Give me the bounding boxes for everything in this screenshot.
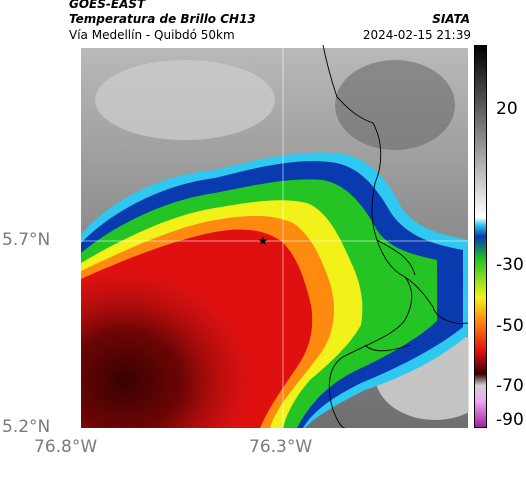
lat-tick-5-2: 5.2°N xyxy=(2,417,51,437)
lat-tick-5-7: 5.7°N xyxy=(2,230,51,250)
colorbar-tick-minus90: -90 xyxy=(496,410,524,430)
star-icon[interactable]: ★ xyxy=(258,234,269,248)
location-label: Vía Medellín - Quibdó 50km xyxy=(69,28,235,42)
lon-tick-76-3: 76.3°W xyxy=(249,437,313,457)
product-title: Temperatura de Brillo CH13 xyxy=(69,12,256,26)
satellite-map[interactable]: ★ xyxy=(65,45,469,428)
cloud-shield xyxy=(81,152,468,428)
coastline xyxy=(322,45,469,428)
satellite-title: GOES-EAST xyxy=(69,0,146,11)
grid-lines xyxy=(65,45,469,428)
colorbar-tick-minus70: -70 xyxy=(496,376,524,396)
lon-tick-76-8: 76.8°W xyxy=(34,437,98,457)
brand-label: SIATA xyxy=(432,12,470,26)
colorbar-tick-minus30: -30 xyxy=(496,255,524,275)
colorbar xyxy=(474,45,487,428)
colorbar-tick-20: 20 xyxy=(496,99,518,119)
datetime-label: 2024-02-15 21:39 xyxy=(362,28,471,42)
colorbar-tick-minus50: -50 xyxy=(496,316,524,336)
